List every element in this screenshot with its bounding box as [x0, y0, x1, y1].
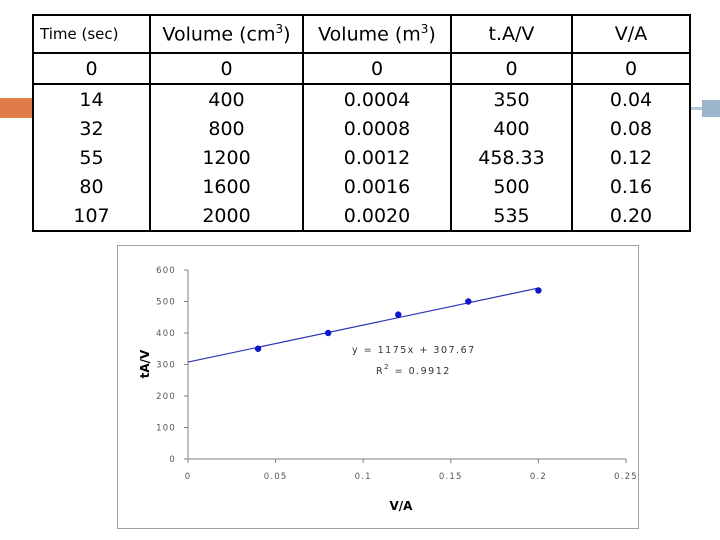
table-cell: 535 [450, 201, 573, 232]
axes [184, 269, 627, 463]
header-ta-v: t.A/V [450, 14, 573, 54]
chart-frame: 0 100 200 300 400 500 600 0 0.05 0.1 0.15 0.2 0.25 y… [117, 245, 639, 529]
table-cell: 458.33 [450, 143, 573, 172]
x-tick-label: 0.15 [439, 472, 463, 482]
table-row: 0 0 0 0 0 [32, 53, 691, 85]
table-cell: 0.08 [571, 114, 691, 143]
table-cell: 0 [302, 53, 452, 85]
data-point [395, 311, 402, 318]
table-cell: 14 [32, 84, 151, 114]
x-tick-label: 0.2 [530, 472, 547, 482]
x-tick-label: 0 [185, 472, 192, 482]
table-cell: 0.0008 [302, 114, 452, 143]
table-cell: 32 [32, 114, 151, 143]
scatter-chart: 0 100 200 300 400 500 600 0 0.05 0.1 0.15 0.2 0.25 y… [138, 266, 638, 513]
y-axis-label: tA/V [138, 349, 152, 378]
tick-labels: 0 100 200 300 400 500 600 0 0.05 0.1 0.15 0.2 0.25 [156, 266, 638, 482]
table-cell: 0.04 [571, 84, 691, 114]
trendline-equation: y = 1175x + 307.67 [352, 345, 476, 356]
y-tick-label: 200 [156, 392, 176, 402]
table-cell: 55 [32, 143, 151, 172]
table-cell: 0 [571, 53, 691, 85]
table-cell: 0 [450, 53, 573, 85]
table-row: 32 800 0.0008 400 0.08 [32, 114, 691, 143]
x-axis-label: V/A [390, 499, 414, 513]
unit-superscript: 3 [275, 22, 284, 37]
header-v-a: V/A [571, 14, 691, 54]
table-cell: 1600 [149, 172, 304, 201]
accent-block-blue [702, 100, 720, 117]
table-cell: 80 [32, 172, 151, 201]
r-squared-label: R2 = 0.9912 [376, 363, 451, 377]
accent-block-orange [0, 98, 34, 118]
table-cell: 0 [149, 53, 304, 85]
r-squared-value: = 0.9912 [390, 366, 451, 377]
data-point [465, 298, 472, 305]
data-point [324, 329, 332, 337]
table-row: 107 2000 0.0020 535 0.20 [32, 201, 691, 232]
table-cell: 107 [32, 201, 151, 232]
table-cell: 800 [149, 114, 304, 143]
data-table: Time (sec) Volume (cm3) Volume (m3) t.A/… [32, 14, 691, 232]
data-point [254, 345, 262, 352]
header-volume-m3: Volume (m3) [302, 14, 452, 54]
table-cell: 0.0012 [302, 143, 452, 172]
y-tick-label: 0 [169, 455, 176, 465]
table-cell: 400 [450, 114, 573, 143]
r-squared-superscript: 2 [384, 363, 390, 371]
unit-superscript: 3 [420, 22, 429, 37]
y-tick-label: 600 [156, 266, 176, 276]
trendline-layer [187, 287, 539, 363]
table-cell: 0.16 [571, 172, 691, 201]
y-tick-label: 400 [156, 329, 176, 339]
table-cell: 0.20 [571, 201, 691, 232]
trendline [187, 287, 539, 363]
table-cell: 350 [450, 84, 573, 114]
table-cell: 2000 [149, 201, 304, 232]
table-row: 80 1600 0.0016 500 0.16 [32, 172, 691, 201]
table-row: 14 400 0.0004 350 0.04 [32, 84, 691, 114]
table-cell: 1200 [149, 143, 304, 172]
data-points [254, 287, 542, 352]
header-volume-cm3: Volume (cm3) [149, 14, 304, 54]
table-row: 55 1200 0.0012 458.33 0.12 [32, 143, 691, 172]
table-cell: 0.0004 [302, 84, 452, 114]
x-tick-label: 0.25 [614, 472, 638, 482]
header-time: Time (sec) [32, 14, 151, 54]
r-squared-letter: R [376, 366, 384, 377]
y-tick-label: 300 [156, 361, 176, 371]
table-cell: 0 [32, 53, 151, 85]
table-cell: 0.0020 [302, 201, 452, 232]
y-tick-label: 500 [156, 298, 176, 308]
table-header-row: Time (sec) Volume (cm3) Volume (m3) t.A/… [32, 14, 691, 54]
data-point [535, 287, 542, 294]
table-cell: 0.0016 [302, 172, 452, 201]
table-cell: 500 [450, 172, 573, 201]
x-tick-label: 0.05 [264, 472, 288, 482]
x-tick-label: 0.1 [355, 472, 372, 482]
y-tick-label: 100 [156, 424, 176, 434]
table-cell: 400 [149, 84, 304, 114]
table-cell: 0.12 [571, 143, 691, 172]
